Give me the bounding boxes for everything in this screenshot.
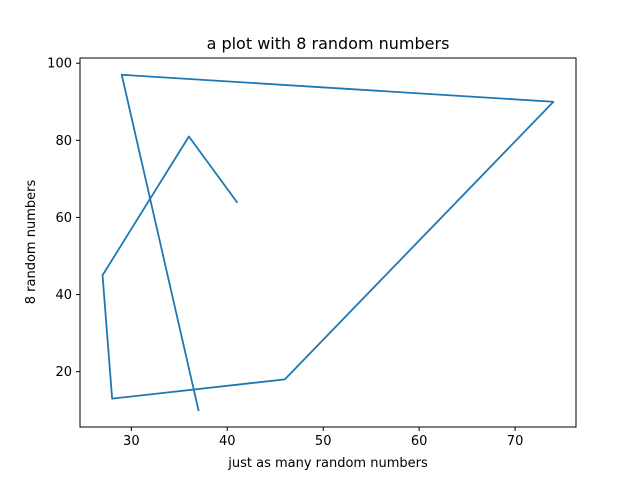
x-axis-ticks: 30 40 50 60 70: [123, 427, 523, 449]
y-axis-label: 8 random numbers: [24, 180, 39, 305]
y-tick-label: 40: [55, 288, 72, 303]
x-tick-label: 60: [411, 434, 428, 449]
plot-frame: [79, 57, 577, 428]
plot-area: [101, 73, 555, 412]
y-axis-ticks: 20 40 60 80 100: [47, 57, 80, 380]
y-tick-label: 80: [55, 134, 72, 149]
series-line-0: [101, 73, 555, 412]
chart-title: a plot with 8 random numbers: [207, 34, 450, 53]
y-tick-label: 20: [55, 365, 72, 380]
x-tick-label: 30: [123, 434, 140, 449]
x-tick-label: 50: [315, 434, 332, 449]
y-tick-label: 100: [47, 57, 72, 72]
x-tick-label: 70: [507, 434, 524, 449]
x-axis-label: just as many random numbers: [227, 456, 428, 471]
y-tick-label: 60: [55, 211, 72, 226]
x-tick-label: 40: [219, 434, 236, 449]
